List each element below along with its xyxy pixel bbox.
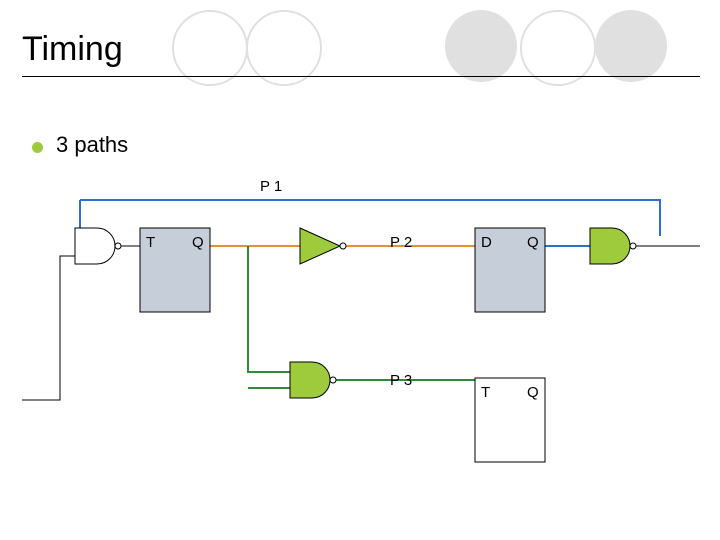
ff1-left-label: T	[146, 234, 155, 251]
nand-gate-3	[590, 228, 636, 264]
ff2-left-label: D	[481, 234, 492, 251]
buffer-gate	[300, 228, 346, 264]
nand-gate-1	[75, 228, 121, 264]
ff2-right-label: Q	[527, 234, 539, 251]
ff3-left-label: T	[481, 384, 490, 401]
ff3-right-label: Q	[527, 384, 539, 401]
label-p1: P 1	[260, 178, 282, 195]
circuit-diagram	[0, 0, 720, 540]
nand-gate-2	[290, 362, 336, 398]
wire-misc	[22, 246, 700, 400]
label-p3: P 3	[390, 372, 412, 389]
wire-p3	[248, 246, 475, 388]
ff1-right-label: Q	[192, 234, 204, 251]
label-p2: P 2	[390, 234, 412, 251]
